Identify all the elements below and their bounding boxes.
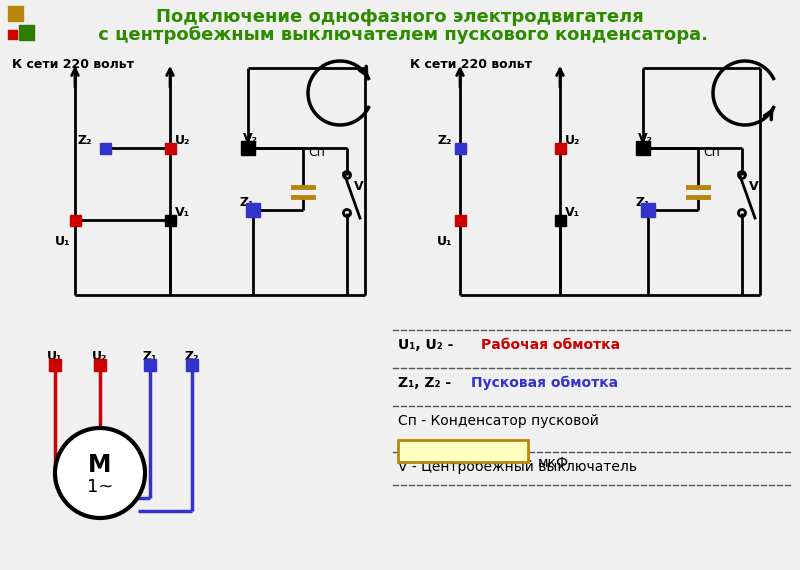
Text: Z₁: Z₁ bbox=[142, 350, 158, 363]
Bar bbox=[8, 6, 23, 21]
Text: U₁, U₂ -: U₁, U₂ - bbox=[398, 338, 458, 352]
Text: Пусковая обмотка: Пусковая обмотка bbox=[471, 376, 618, 390]
Bar bbox=[165, 214, 175, 226]
Text: 1~: 1~ bbox=[87, 478, 113, 496]
Text: Подключение однофазного электродвигателя: Подключение однофазного электродвигателя bbox=[156, 8, 644, 26]
Bar bbox=[165, 142, 175, 153]
Text: V₂: V₂ bbox=[243, 132, 258, 145]
Text: К сети 220 вольт: К сети 220 вольт bbox=[12, 58, 134, 71]
Bar bbox=[454, 142, 466, 153]
Text: Cп: Cп bbox=[703, 146, 720, 159]
Bar bbox=[554, 214, 566, 226]
Text: Z₁: Z₁ bbox=[240, 196, 254, 209]
Text: U₁: U₁ bbox=[438, 235, 453, 248]
Text: Cп: Cп bbox=[308, 146, 325, 159]
Text: К сети 220 вольт: К сети 220 вольт bbox=[410, 58, 532, 71]
Text: Z₂: Z₂ bbox=[438, 134, 453, 147]
Text: Z₂: Z₂ bbox=[185, 350, 199, 363]
Bar bbox=[19, 25, 34, 40]
Text: U₂: U₂ bbox=[175, 134, 190, 147]
Bar bbox=[241, 141, 255, 155]
Bar bbox=[49, 359, 61, 371]
Text: Z₂: Z₂ bbox=[78, 134, 92, 147]
Text: мкФ: мкФ bbox=[538, 456, 569, 470]
Bar bbox=[186, 359, 198, 371]
Text: V₁: V₁ bbox=[565, 206, 580, 219]
Text: V₁: V₁ bbox=[175, 206, 190, 219]
Text: Сп - Конденсатор пусковой: Сп - Конденсатор пусковой bbox=[398, 414, 599, 428]
Bar bbox=[70, 214, 81, 226]
Text: U₁: U₁ bbox=[55, 235, 70, 248]
Bar bbox=[641, 203, 655, 217]
Text: U₂: U₂ bbox=[92, 350, 108, 363]
Bar bbox=[99, 142, 110, 153]
Bar bbox=[94, 359, 106, 371]
Text: V: V bbox=[749, 180, 758, 193]
Bar bbox=[144, 359, 156, 371]
Bar bbox=[398, 440, 528, 462]
Text: V: V bbox=[354, 180, 364, 193]
Text: Z₁, Z₂ -: Z₁, Z₂ - bbox=[398, 376, 456, 390]
Bar bbox=[636, 141, 650, 155]
Text: U₂: U₂ bbox=[565, 134, 580, 147]
Bar bbox=[8, 30, 17, 39]
Text: V₂: V₂ bbox=[638, 132, 653, 145]
Bar bbox=[246, 203, 260, 217]
Text: с центробежным выключателем пускового конденсатора.: с центробежным выключателем пускового ко… bbox=[92, 26, 708, 44]
Bar bbox=[554, 142, 566, 153]
Text: U₁: U₁ bbox=[47, 350, 62, 363]
Text: Z₁: Z₁ bbox=[635, 196, 650, 209]
Bar bbox=[454, 214, 466, 226]
Text: Рабочая обмотка: Рабочая обмотка bbox=[481, 338, 620, 352]
Circle shape bbox=[55, 428, 145, 518]
Text: M: M bbox=[88, 453, 112, 477]
Text: V - Центробежный выключатель: V - Центробежный выключатель bbox=[398, 460, 637, 474]
